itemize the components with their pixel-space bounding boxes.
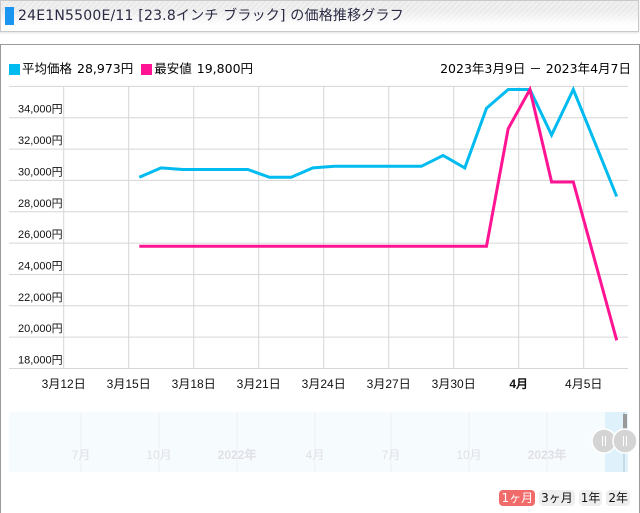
y-axis-label: 34,000円 — [18, 104, 63, 116]
price-chart-panel: 平均価格 28,973円 最安値 19,800円 2023年3月9日 － 202… — [0, 44, 640, 513]
x-axis-label: 3月30日 — [432, 377, 476, 391]
y-axis-label: 22,000円 — [18, 292, 63, 304]
x-axis-label: 3月12日 — [42, 377, 86, 391]
navigator-label: 7月 — [72, 448, 91, 462]
y-axis-label: 20,000円 — [18, 323, 63, 335]
legend-label: 最安値 — [154, 61, 192, 76]
navigator-right-handle[interactable] — [612, 428, 638, 454]
legend-label: 平均価格 — [22, 61, 73, 76]
x-axis-label: 3月27日 — [367, 377, 411, 391]
navigator-label: 4月 — [306, 448, 325, 462]
navigator-label: 10月 — [456, 448, 481, 462]
y-axis-label: 24,000円 — [18, 260, 63, 272]
y-axis-label: 28,000円 — [18, 198, 63, 210]
navigator-label: 7月 — [382, 448, 401, 462]
legend-item-average[interactable]: 平均価格 28,973円 — [9, 61, 133, 77]
average-price-swatch-icon — [9, 63, 20, 75]
chart-legend: 平均価格 28,973円 最安値 19,800円 — [9, 61, 261, 77]
legend-item-lowest[interactable]: 最安値 19,800円 — [141, 61, 253, 77]
range-button-1y[interactable]: 1年 — [578, 490, 603, 506]
y-axis-label: 32,000円 — [18, 135, 63, 147]
x-axis-label: 3月18日 — [172, 377, 216, 391]
x-axis-label: 4月5日 — [565, 377, 602, 391]
lowest-price-line[interactable] — [139, 85, 619, 341]
navigator-label: 2023年 — [528, 447, 567, 462]
x-axis-label: 3月24日 — [302, 377, 346, 391]
price-line-chart: 18,000円 20,000円 22,000円 24,000円 26,000円 28,00… — [9, 85, 638, 472]
navigator-label: 2022年 — [218, 447, 257, 462]
y-axis-label: 30,000円 — [18, 166, 63, 178]
x-axis-label: 3月21日 — [237, 377, 281, 391]
average-price-line[interactable] — [138, 85, 619, 198]
page-title: 24E1N5500E/11 [23.8インチ ブラック] の価格推移グラフ — [18, 8, 404, 24]
lowest-price-swatch-icon — [141, 63, 153, 75]
range-button-1m[interactable]: 1ヶ月 — [499, 490, 536, 506]
range-selector: 1ヶ月 3ヶ月 1年 2年 — [499, 490, 630, 506]
date-range: 2023年3月9日 － 2023年4月7日 — [440, 61, 631, 76]
title-accent-bar — [5, 7, 14, 25]
title-bar: 24E1N5500E/11 [23.8インチ ブラック] の価格推移グラフ — [0, 0, 639, 32]
y-axis-label: 26,000円 — [18, 229, 63, 241]
navigator-background[interactable] — [9, 412, 628, 472]
range-button-2y[interactable]: 2年 — [606, 490, 630, 506]
range-button-3m[interactable]: 3ヶ月 — [539, 490, 575, 506]
legend-value: 28,973円 — [77, 61, 134, 76]
y-axis-label: 18,000円 — [18, 355, 63, 367]
navigator-label: 10月 — [146, 448, 171, 462]
legend-value: 19,800円 — [196, 61, 254, 76]
x-axis-label: 3月15日 — [107, 377, 151, 391]
x-axis-label: 4月 — [509, 377, 528, 391]
